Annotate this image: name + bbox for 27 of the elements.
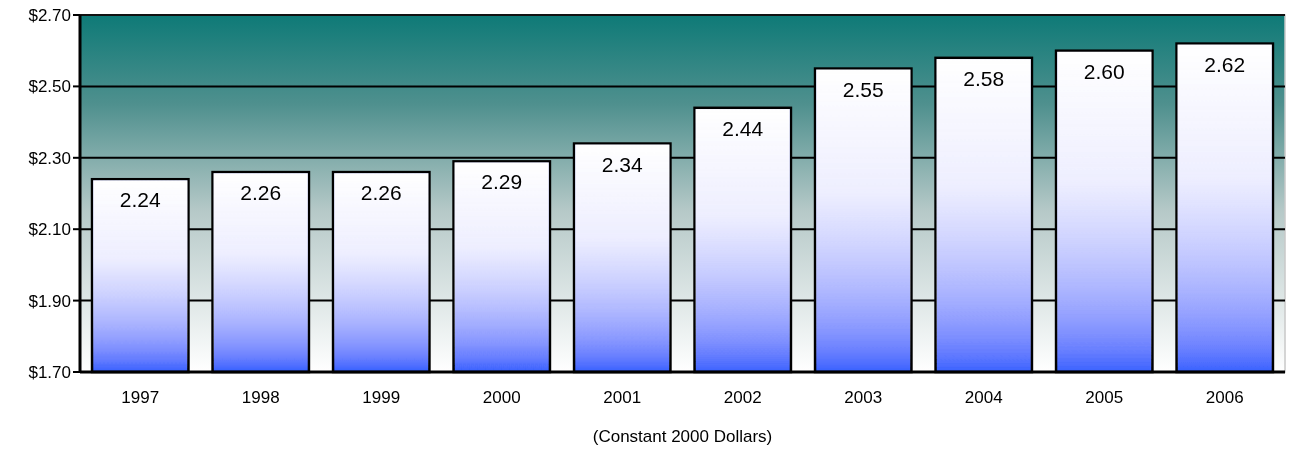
x-tick-label: 2001 <box>603 388 642 407</box>
data-label: 2.60 <box>1083 59 1125 83</box>
data-label: 2.55 <box>842 77 884 101</box>
data-label: 2.62 <box>1204 52 1246 76</box>
data-label: 2.58 <box>963 66 1005 90</box>
y-tick-label: $2.70 <box>28 5 71 25</box>
data-label: 2.34 <box>601 152 644 176</box>
x-tick-label: 1997 <box>121 388 160 407</box>
x-tick-label: 2003 <box>844 388 883 407</box>
x-axis-title: (Constant 2000 Dollars) <box>592 427 773 446</box>
y-tick-label: $1.90 <box>28 291 71 311</box>
x-tick-label: 2004 <box>964 388 1003 407</box>
y-tick-label: $2.30 <box>28 148 71 168</box>
x-tick-label: 1998 <box>241 388 280 407</box>
data-label: 2.24 <box>119 188 162 212</box>
y-tick-label: $2.10 <box>28 220 71 240</box>
x-tick-label: 2005 <box>1085 388 1124 407</box>
y-tick-label: $2.50 <box>28 77 71 97</box>
x-tick-label: 2000 <box>482 388 521 407</box>
x-tick-label: 1999 <box>362 388 401 407</box>
data-label: 2.29 <box>481 170 523 194</box>
data-label: 2.26 <box>240 181 282 205</box>
x-tick-label: 2002 <box>723 388 762 407</box>
y-tick-label: $1.70 <box>28 362 71 382</box>
x-tick-label: 2006 <box>1205 388 1244 407</box>
data-label: 2.26 <box>360 181 402 205</box>
data-label: 2.44 <box>722 116 764 140</box>
